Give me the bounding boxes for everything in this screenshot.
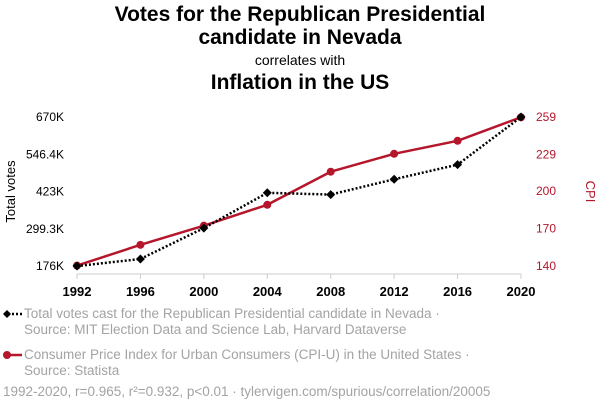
legend-series2-line1: Consumer Price Index for Urban Consumers…	[24, 347, 470, 362]
y-left-tick-label: 299.3K	[26, 222, 64, 236]
y-right-tick-label: 259	[536, 110, 556, 124]
footer-stats: 1992-2020, r=0.965, r²=0.932, p<0.01 · t…	[3, 384, 491, 399]
x-tick-label: 2008	[316, 284, 345, 299]
legend-series2-source: Source: Statista	[24, 363, 120, 378]
series-votes-point	[262, 188, 272, 198]
series-votes-point	[389, 174, 399, 184]
series-votes-point	[516, 112, 526, 122]
series-cpi-point	[136, 240, 145, 249]
x-tick-label: 2016	[443, 284, 472, 299]
correlates-with-label: correlates with	[254, 52, 346, 68]
y-left-tick-label: 670K	[36, 110, 64, 124]
series-votes-point	[135, 254, 145, 264]
x-tick-label: 1996	[126, 284, 155, 299]
series-votes-line	[76, 116, 522, 268]
y-right-tick-label: 170	[536, 221, 556, 235]
series-cpi-point	[263, 200, 272, 209]
y-left-tick-label: 546.4K	[26, 147, 64, 161]
series-votes-point	[72, 261, 82, 271]
chart-subtitle: Inflation in the US	[210, 71, 390, 94]
series-cpi-line	[76, 116, 522, 267]
chart-title-line2: candidate in Nevada	[198, 26, 402, 49]
series-votes-point	[453, 160, 463, 170]
series-cpi-point	[453, 136, 462, 145]
series-cpi-point	[326, 167, 335, 176]
legend-series2-marker-icon	[3, 351, 11, 359]
chart-title-line1: Votes for the Republican Presidential	[114, 3, 486, 26]
legend-series1-line1: Total votes cast for the Republican Pres…	[24, 306, 440, 321]
x-tick-label: 2004	[253, 284, 283, 299]
y-right-tick-label: 140	[536, 259, 556, 273]
series-cpi-point	[390, 149, 399, 158]
y-left-axis-title: Total votes	[3, 160, 18, 223]
series-votes-point	[199, 223, 209, 233]
y-right-tick-label: 200	[536, 184, 556, 198]
y-left-tick-label: 423K	[36, 185, 64, 199]
series-votes-point	[326, 190, 336, 200]
legend-series1-source: Source: MIT Election Data and Science La…	[24, 322, 407, 337]
x-tick-label: 1992	[63, 284, 92, 299]
legend-series1-marker-icon	[3, 310, 11, 318]
y-right-axis-title: CPI	[583, 181, 598, 203]
x-tick-label: 2012	[380, 284, 409, 299]
y-right-tick-label: 229	[536, 148, 556, 162]
y-left-tick-label: 176K	[36, 259, 64, 273]
x-tick-label: 2020	[507, 284, 536, 299]
x-tick-label: 2000	[189, 284, 218, 299]
